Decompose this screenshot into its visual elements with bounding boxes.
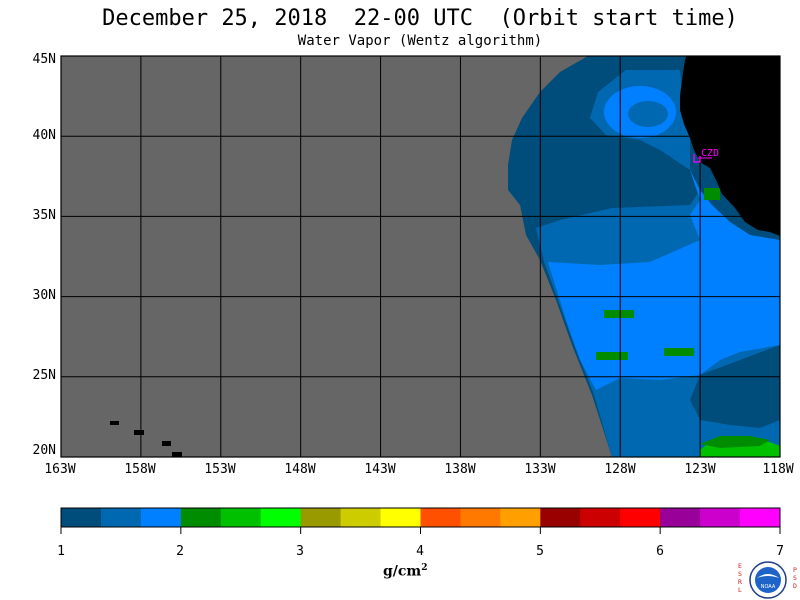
colorbar-label-3: 3 [296, 544, 304, 559]
colorbar [60, 507, 781, 528]
colorbar-swatch [140, 508, 182, 527]
colorbar-swatch [500, 508, 541, 527]
lat-label-35n: 35N [32, 208, 56, 223]
colorbar-swatch [700, 508, 741, 527]
colorbar-swatch [61, 508, 102, 527]
land-north-america [680, 56, 780, 236]
colorbar-swatch [660, 508, 701, 527]
colorbar-swatch [300, 508, 342, 527]
lon-label-123w: 123W [684, 462, 716, 477]
station-label: CZD [701, 148, 719, 159]
colorbar-swatch [420, 508, 461, 527]
units-text: g/cm [383, 563, 422, 580]
lon-label-128w: 128W [604, 462, 636, 477]
colorbar-label-7: 7 [776, 544, 784, 559]
colorbar-swatch [180, 508, 222, 527]
colorbar-label-5: 5 [536, 544, 544, 559]
moisture-band-bright-coast [690, 170, 780, 262]
station-marker: CZD [693, 148, 719, 163]
lon-label-158w: 158W [124, 462, 156, 477]
moisture-band-bright [548, 232, 780, 390]
lat-label-20n: 20N [32, 443, 56, 458]
moisture-band-lower-dark [690, 345, 780, 428]
colorbar-swatch [220, 508, 262, 527]
green-patch [664, 348, 694, 356]
green-patch [604, 310, 634, 318]
colorbar-units: g/cm2 [383, 563, 428, 580]
colorbar-label-1: 1 [57, 544, 65, 559]
hawaiian-islands [110, 421, 182, 457]
green-patch [704, 188, 720, 200]
map-border [60, 55, 781, 458]
colorbar-swatch [380, 508, 421, 527]
moisture-swirl-inner [628, 101, 668, 127]
lon-label-138w: 138W [444, 462, 476, 477]
colorbar-label-4: 4 [416, 544, 424, 559]
lon-label-148w: 148W [284, 462, 316, 477]
colorbar-swatch [340, 508, 382, 527]
lon-label-143w: 143W [364, 462, 396, 477]
colorbar-swatch [260, 508, 302, 527]
colorbar-swatch [740, 508, 781, 527]
green-patch-south-dark [700, 436, 770, 448]
logo-center-text: NOAA [761, 584, 776, 590]
colorbar-swatch [580, 508, 621, 527]
colorbar-label-6: 6 [656, 544, 664, 559]
lat-label-25n: 25N [32, 368, 56, 383]
units-power: 2 [421, 563, 428, 573]
colorbar-swatch [100, 508, 142, 527]
map-title: December 25, 2018 22-00 UTC (Orbit start… [102, 6, 738, 31]
lon-label-133w: 133W [524, 462, 556, 477]
green-patch [596, 352, 628, 360]
colorbar-swatch [620, 508, 661, 527]
colorbar-swatch [460, 508, 501, 527]
logo-circle-inner [755, 567, 781, 593]
logo-bird [757, 574, 779, 578]
lat-label-45n: 45N [32, 52, 56, 67]
lat-label-30n: 30N [32, 288, 56, 303]
station-symbol [693, 154, 701, 163]
map-subtitle: Water Vapor (Wentz algorithm) [297, 33, 543, 49]
colorbar-label-2: 2 [176, 544, 184, 559]
lon-label-153w: 153W [204, 462, 236, 477]
colorbar-swatch [540, 508, 581, 527]
colorbar-ticks [60, 527, 781, 534]
grid-lines [61, 56, 780, 457]
lat-label-40n: 40N [32, 128, 56, 143]
lon-label-118w: 118W [762, 462, 794, 477]
lon-label-163w: 163W [44, 462, 76, 477]
